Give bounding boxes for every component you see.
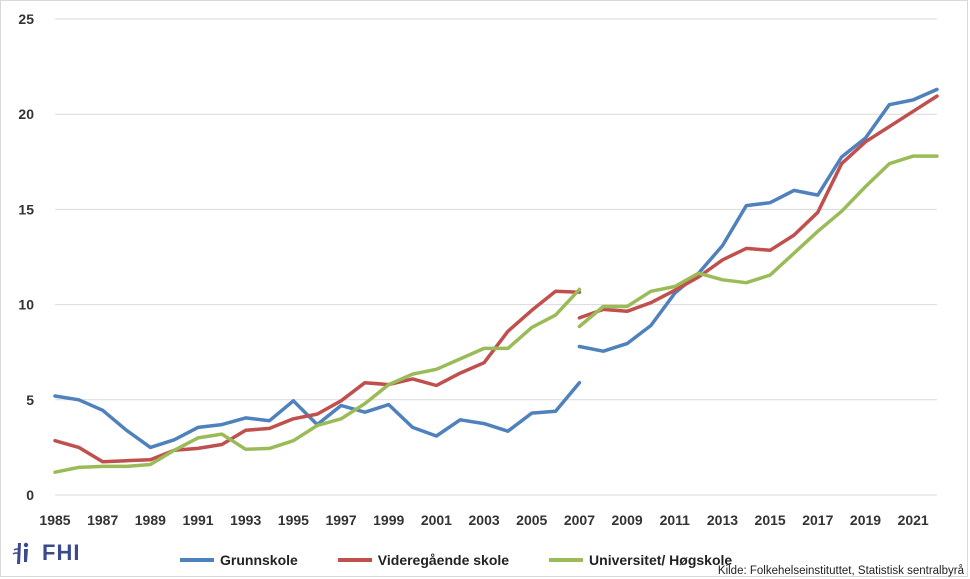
x-tick-label: 1993 — [230, 512, 261, 528]
x-tick-label: 2007 — [564, 512, 595, 528]
y-tick-label: 15 — [18, 201, 34, 217]
fhi-logo-icon — [12, 542, 29, 564]
y-tick-label: 25 — [18, 11, 34, 27]
legend-swatch-grunnskole — [180, 558, 214, 562]
legend-label-videregaende: Videregående skole — [377, 552, 510, 568]
legend-label-universitet: Universitet/ Høgskole — [589, 552, 733, 568]
series-line-0-segment-2 — [577, 87, 939, 353]
x-tick-label: 2019 — [850, 512, 881, 528]
x-tick-label: 1999 — [373, 512, 404, 528]
fhi-logo-text: FHI — [42, 540, 81, 565]
y-tick-label: 10 — [18, 297, 34, 313]
series-line-2-segment-1 — [53, 287, 582, 474]
x-axis-ticks: 1985 1987 1989 1991 1993 1995 1997 1999 2001 2003… — [39, 512, 929, 528]
x-tick-label: 2009 — [612, 512, 643, 528]
x-tick-label: 2005 — [516, 512, 547, 528]
x-tick-label: 1989 — [135, 512, 166, 528]
series-lines — [53, 87, 939, 474]
x-tick-label: 2003 — [469, 512, 500, 528]
x-tick-label: 2011 — [660, 512, 691, 528]
x-tick-label: 1991 — [182, 512, 213, 528]
y-tick-label: 0 — [26, 487, 34, 503]
series-line-1-segment-1 — [53, 289, 582, 464]
legend: Grunnskole Videregående skole Universite… — [180, 548, 772, 572]
legend-label-grunnskole: Grunnskole — [220, 552, 298, 568]
x-tick-label: 2013 — [707, 512, 738, 528]
legend-swatch-universitet — [549, 558, 584, 562]
x-tick-label: 2017 — [802, 512, 833, 528]
source-note: Kilde: Folkehelseinstituttet, Statistisk… — [717, 565, 964, 577]
y-axis-ticks: 0 5 10 15 20 25 — [18, 11, 34, 503]
x-tick-label: 1995 — [278, 512, 309, 528]
x-tick-label: 2001 — [421, 512, 452, 528]
legend-item-universitet: Universitet/ Høgskole — [549, 552, 732, 568]
x-tick-label: 1985 — [39, 512, 70, 528]
legend-swatch-videregaende — [337, 558, 372, 562]
y-tick-label: 5 — [26, 392, 34, 408]
series-line-1-segment-2 — [577, 94, 939, 320]
fhi-logo: FHI — [12, 540, 80, 566]
gridlines — [55, 18, 937, 496]
x-tick-label: 1997 — [325, 512, 356, 528]
legend-item-videregaende: Videregående skole — [337, 552, 510, 568]
x-tick-label: 1987 — [87, 512, 118, 528]
x-tick-label: 2021 — [898, 512, 929, 528]
y-tick-label: 20 — [18, 106, 34, 122]
legend-item-grunnskole: Grunnskole — [180, 552, 298, 568]
x-tick-label: 2015 — [755, 512, 786, 528]
series-line-2-segment-2 — [577, 154, 939, 329]
